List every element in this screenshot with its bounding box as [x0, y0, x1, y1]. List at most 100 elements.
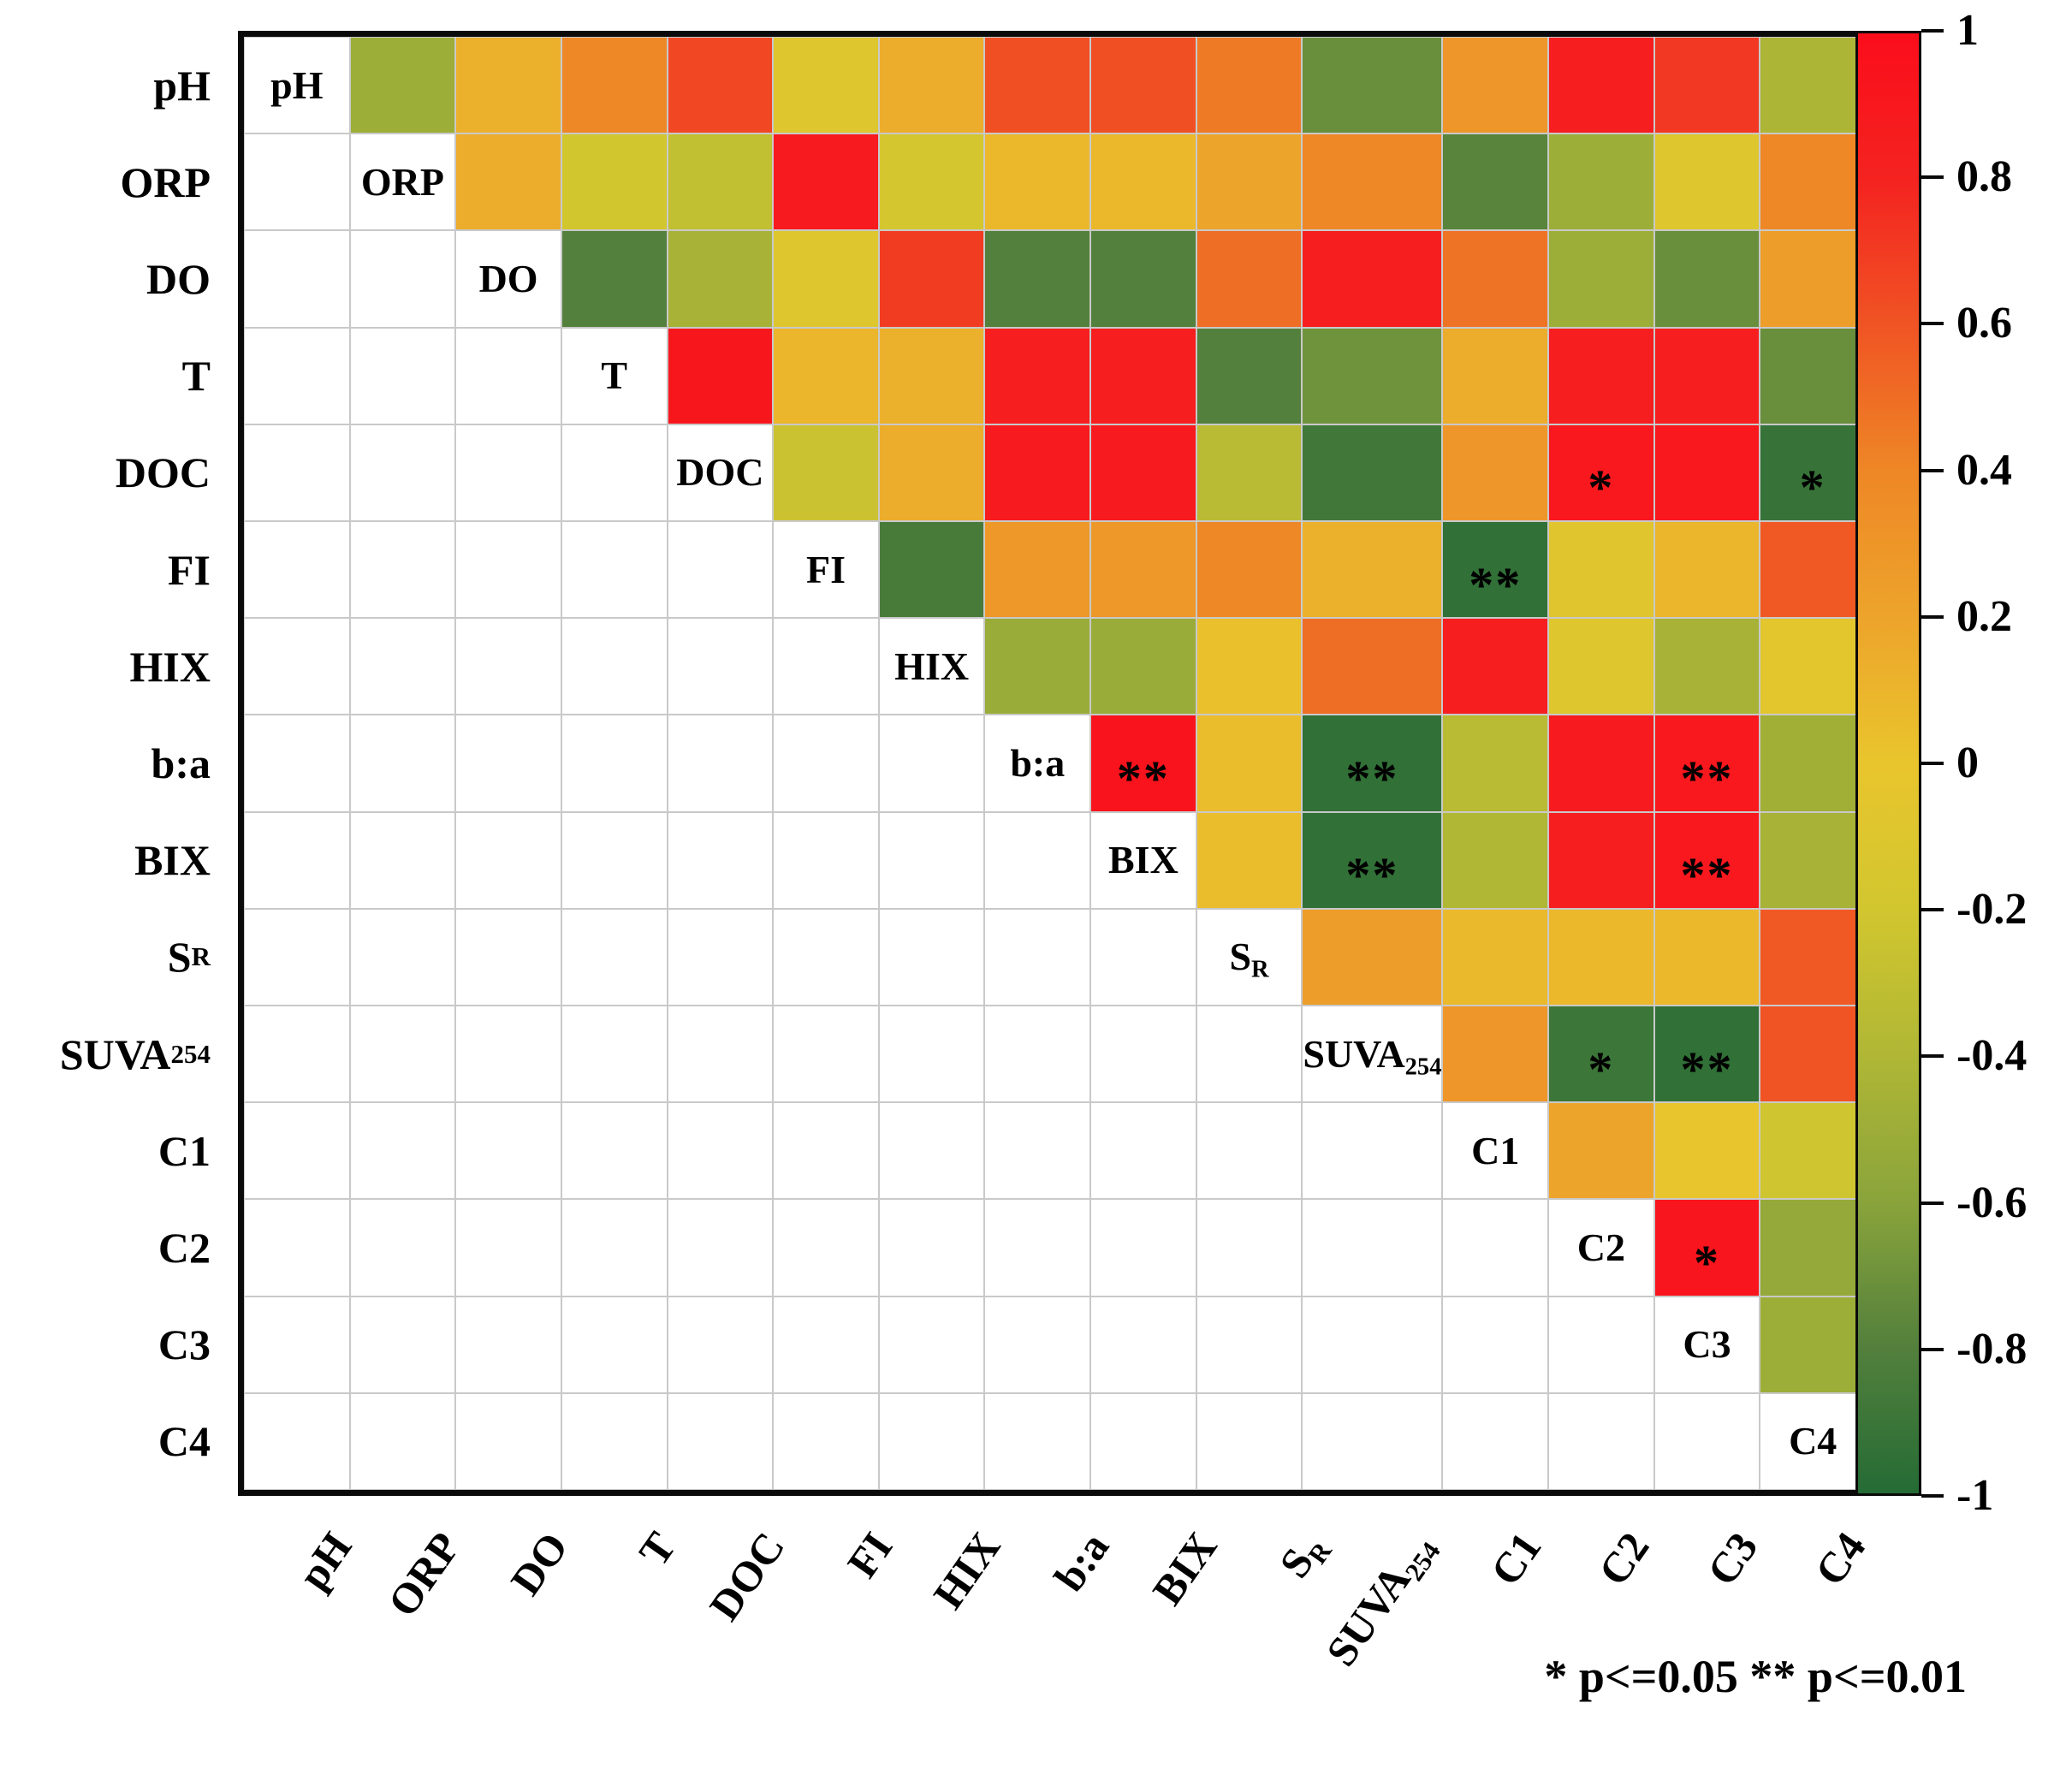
- empty-cell: [455, 1392, 561, 1490]
- matrix-cell-b:a-C3: **: [1653, 715, 1760, 812]
- matrix-cell-DO-C3: [1653, 230, 1760, 328]
- empty-cell: [773, 811, 879, 909]
- matrix-cell-HIX-S: [1196, 618, 1303, 715]
- matrix-cell-DO-S: [1196, 230, 1303, 328]
- y-axis-label-b:a: b:a: [151, 739, 211, 787]
- empty-cell: [561, 908, 668, 1006]
- empty-cell: [349, 424, 456, 521]
- empty-cell: [878, 1392, 985, 1490]
- matrix-cell-T-HIX: [878, 327, 985, 424]
- empty-cell: [561, 1102, 668, 1200]
- diagonal-label: pH: [270, 62, 324, 107]
- empty-cell: [878, 908, 985, 1006]
- diagonal-cell-ORP: ORP: [349, 134, 456, 231]
- y-axis-label-C2: C2: [157, 1223, 211, 1272]
- matrix-cell-ORP-BIX: [1090, 134, 1196, 231]
- matrix-cell-T-b:a: [984, 327, 1091, 424]
- matrix-cell-DO-b:a: [984, 230, 1091, 328]
- matrix-cell-pH-C2: [1548, 37, 1654, 134]
- matrix-cell-SUVA-C1: [1442, 1005, 1549, 1103]
- empty-cell: [773, 1392, 879, 1490]
- empty-cell: [244, 1296, 350, 1393]
- colorbar-tick-label: 0.8: [1956, 152, 2012, 202]
- empty-cell: [244, 520, 350, 619]
- empty-cell: [1548, 1296, 1654, 1393]
- empty-cell: [561, 1296, 668, 1393]
- empty-cell: [244, 1392, 350, 1490]
- diagonal-cell-DOC: DOC: [667, 424, 774, 521]
- correlation-heatmap-figure: pH ORP DO T DOC * * FI ** HIX b:a ** ** ** BIX ** ** SR SU…: [60, 9, 2027, 1703]
- colorbar-tick-label: -0.2: [1956, 885, 2027, 935]
- matrix-cell-DOC-b:a: [984, 424, 1091, 521]
- label-subscript: 254: [1404, 1053, 1442, 1081]
- empty-cell: [667, 1005, 774, 1103]
- empty-cell: [1090, 1102, 1196, 1200]
- colorbar-tick-label: 0: [1956, 739, 1979, 787]
- empty-cell: [667, 811, 774, 909]
- diagonal-label: ORP: [360, 159, 444, 204]
- y-axis-label-DO: DO: [146, 254, 211, 303]
- empty-cell: [349, 520, 456, 619]
- matrix-cell-FI-S: [1196, 520, 1303, 619]
- matrix-cell-BIX-C2: [1548, 811, 1654, 909]
- colorbar-tick-label: 0.4: [1956, 445, 2012, 495]
- matrix-cell-S-C2: [1548, 908, 1654, 1006]
- empty-cell: [455, 618, 561, 715]
- empty-cell: [244, 1199, 350, 1297]
- matrix-cell-pH-C3: [1653, 37, 1760, 134]
- diagonal-label: HIX: [894, 644, 970, 688]
- empty-cell: [455, 1005, 561, 1103]
- diagonal-cell-C2: C2: [1548, 1199, 1654, 1297]
- matrix-cell-FI-C3: [1653, 520, 1760, 619]
- matrix-cell-pH-C1: [1442, 37, 1549, 134]
- empty-cell: [773, 1005, 879, 1103]
- diagonal-cell-pH: pH: [244, 37, 350, 134]
- empty-cell: [244, 811, 350, 909]
- matrix-cell-ORP-C2: [1548, 134, 1654, 231]
- significance-legend: * p<=0.05 ** p<=0.01: [1544, 1651, 1967, 1702]
- empty-cell: [1090, 908, 1196, 1006]
- matrix-cell-FI-SUVA: [1302, 520, 1443, 619]
- diagonal-label: DO: [478, 256, 538, 300]
- matrix-cell-BIX-S: [1196, 811, 1303, 909]
- matrix-cell-FI-C1: **: [1442, 520, 1549, 619]
- empty-cell: [1302, 1296, 1443, 1393]
- empty-cell: [561, 811, 668, 909]
- matrix-cell-BIX-C1: [1442, 811, 1549, 909]
- matrix-cell-DO-HIX: [878, 230, 985, 328]
- empty-cell: [984, 1005, 1091, 1103]
- empty-cell: [244, 230, 350, 328]
- colorbar-tick: [1921, 1201, 1944, 1205]
- empty-cell: [1442, 1392, 1549, 1490]
- matrix-cell-S-C1: [1442, 908, 1549, 1006]
- matrix-cell-SUVA-C4: [1760, 1005, 1866, 1103]
- empty-cell: [349, 908, 456, 1006]
- matrix-cell-C3-C4: [1760, 1296, 1866, 1393]
- diagonal-label: C2: [1576, 1225, 1626, 1269]
- empty-cell: [667, 1296, 774, 1393]
- matrix-cell-ORP-SUVA: [1302, 134, 1443, 231]
- matrix-cell-C1-C2: [1548, 1102, 1654, 1200]
- empty-cell: [667, 1392, 774, 1490]
- matrix-cell-DOC-FI: [773, 424, 879, 521]
- empty-cell: [244, 618, 350, 715]
- matrix-cell-ORP-HIX: [878, 134, 985, 231]
- colorbar-tick: [1921, 322, 1944, 326]
- colorbar-tick-label: -0.8: [1956, 1324, 2027, 1374]
- matrix-cell-T-SUVA: [1302, 327, 1443, 424]
- diagonal-cell-C3: C3: [1653, 1296, 1760, 1393]
- empty-cell: [878, 811, 985, 909]
- matrix-cell-DO-FI: [773, 230, 879, 328]
- x-axis-label-pH: pH: [288, 1523, 361, 1599]
- empty-cell: [667, 715, 774, 812]
- empty-cell: [984, 1392, 1091, 1490]
- empty-cell: [984, 1102, 1091, 1200]
- empty-cell: [773, 618, 879, 715]
- y-axis-label-BIX: BIX: [134, 836, 211, 885]
- empty-cell: [1090, 1296, 1196, 1393]
- matrix-cell-DO-C2: [1548, 230, 1654, 328]
- colorbar-tick: [1921, 762, 1944, 765]
- empty-cell: [455, 1296, 561, 1393]
- diagonal-label: FI: [805, 547, 846, 591]
- diagonal-cell-S: SR: [1196, 908, 1303, 1006]
